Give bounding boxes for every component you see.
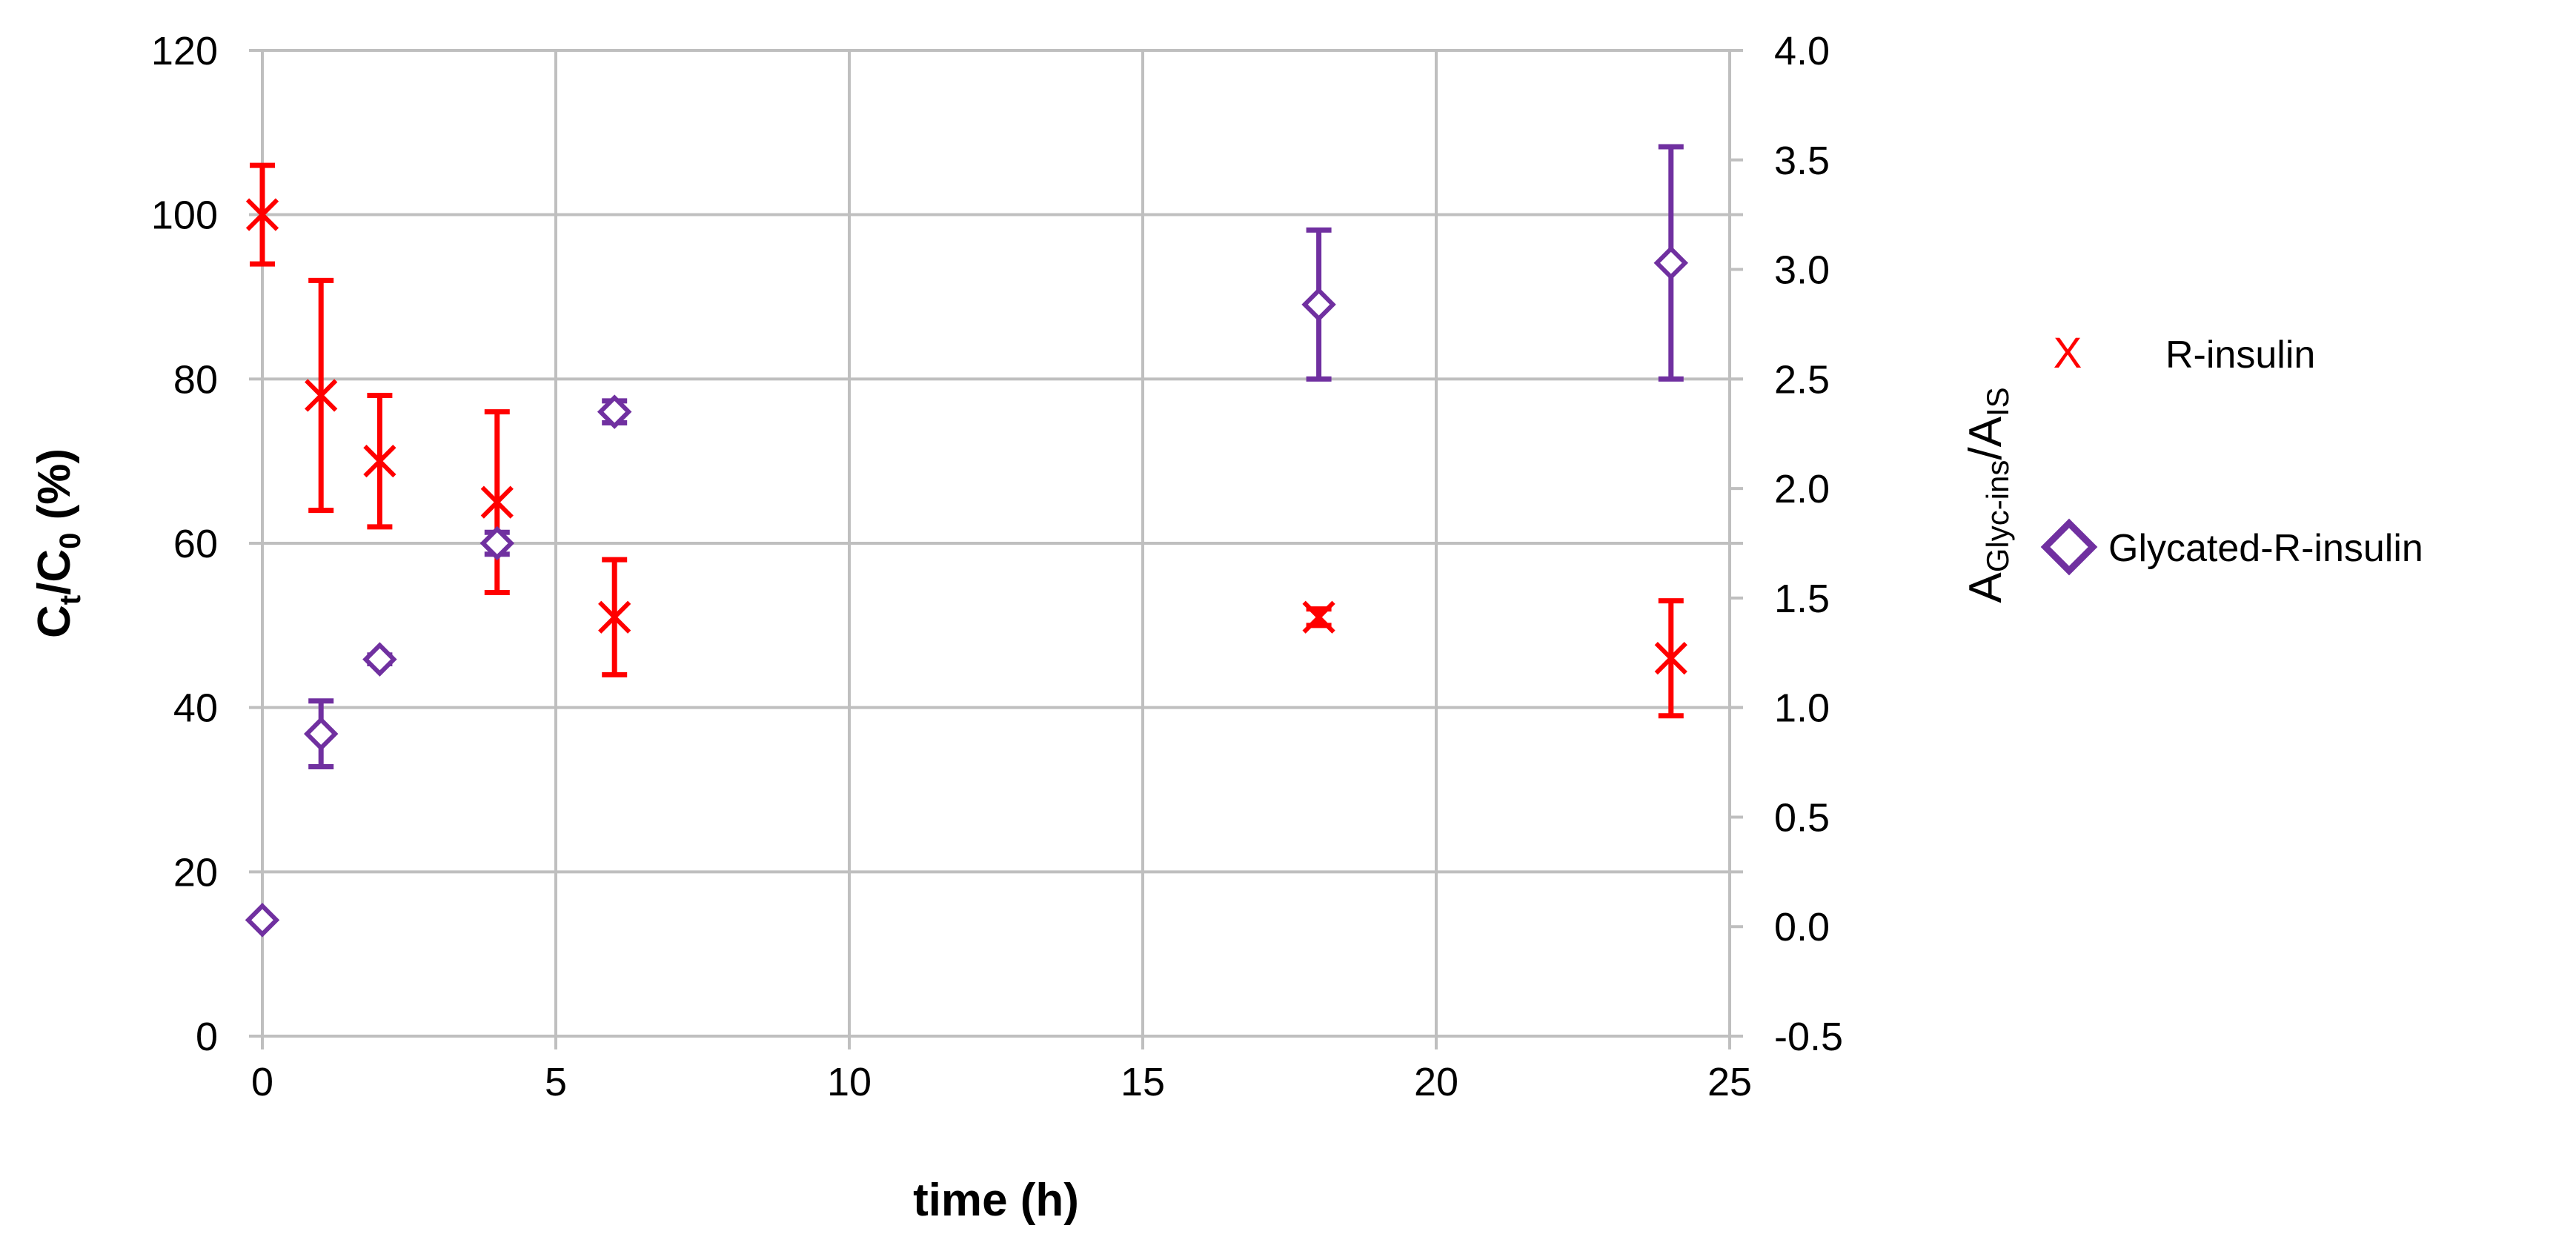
data-point-diamond-marker	[1301, 287, 1336, 322]
y-tick-label: 80	[173, 357, 218, 402]
y2-tick-label: 2.0	[1774, 467, 1830, 511]
legend-glycated-label: Glycated-R-insulin	[2108, 527, 2423, 570]
x-tick-label: 15	[1121, 1060, 1165, 1104]
data-point-diamond-marker	[1653, 245, 1689, 280]
series-r-insulin	[245, 162, 1687, 719]
y-tick-label: 60	[173, 522, 218, 566]
y2-tick-label: 2.5	[1774, 357, 1830, 402]
y2-axis-title: AGlyc-ins/AIS	[1960, 387, 2015, 603]
data-point-diamond-marker	[479, 525, 515, 561]
gridlines	[249, 49, 1743, 1049]
legend-r-insulin-symbol: X	[2054, 329, 2082, 377]
legend-r-insulin-label: R-insulin	[2165, 334, 2315, 377]
y2-axis-ticks: -0.5 0.0 0.5 1.0 1.5 2.0 2.5 3.0 3.5 4.0	[1730, 29, 1843, 1059]
y-tick-label: 120	[151, 29, 218, 73]
y2-tick-label: 3.0	[1774, 248, 1830, 293]
y2-tick-label: 0.5	[1774, 795, 1830, 840]
data-point-x-marker	[1302, 600, 1335, 634]
data-point-x-marker	[598, 600, 631, 634]
data-point-diamond-marker	[362, 642, 397, 677]
x-axis-title: time (h)	[913, 1175, 1079, 1226]
y2-tick-label: 3.5	[1774, 139, 1830, 183]
y-tick-label: 20	[173, 850, 218, 895]
data-point-x-marker	[305, 379, 338, 412]
x-tick-label: 20	[1414, 1060, 1458, 1104]
y2-tick-label: 0.0	[1774, 905, 1830, 949]
y-tick-label: 0	[196, 1015, 218, 1059]
x-tick-label: 5	[545, 1060, 567, 1104]
y2-tick-label: 1.0	[1774, 686, 1830, 731]
y-tick-label: 40	[173, 686, 218, 731]
legend-glycated-symbol	[2040, 518, 2098, 576]
data-point-diamond-marker	[303, 716, 339, 752]
data-point-x-marker	[1654, 642, 1687, 675]
data-point-x-marker	[480, 485, 514, 519]
y2-tick-label: -0.5	[1774, 1015, 1843, 1059]
data-series	[245, 144, 1689, 938]
plot-area-border	[261, 49, 1731, 1038]
data-point-diamond-marker	[245, 903, 280, 938]
y-axis-ticks: 0 20 40 60 80 100 120	[151, 29, 218, 1059]
y2-tick-label: 1.5	[1774, 577, 1830, 621]
legend: X R-insulin Glycated-R-insulin	[2040, 329, 2423, 576]
x-tick-label: 25	[1707, 1060, 1752, 1104]
series-glycated-r-insulin	[245, 144, 1689, 938]
y-tick-label: 100	[151, 193, 218, 238]
x-tick-label: 0	[251, 1060, 273, 1104]
data-point-diamond-marker	[597, 394, 632, 429]
x-tick-label: 10	[827, 1060, 872, 1104]
x-axis-ticks: 0 5 10 15 20 25	[251, 1060, 1752, 1104]
y-axis-title: Ct/C0 (%)	[29, 448, 87, 638]
y2-tick-label: 4.0	[1774, 29, 1830, 73]
data-point-x-marker	[245, 198, 279, 231]
data-point-x-marker	[363, 445, 396, 478]
